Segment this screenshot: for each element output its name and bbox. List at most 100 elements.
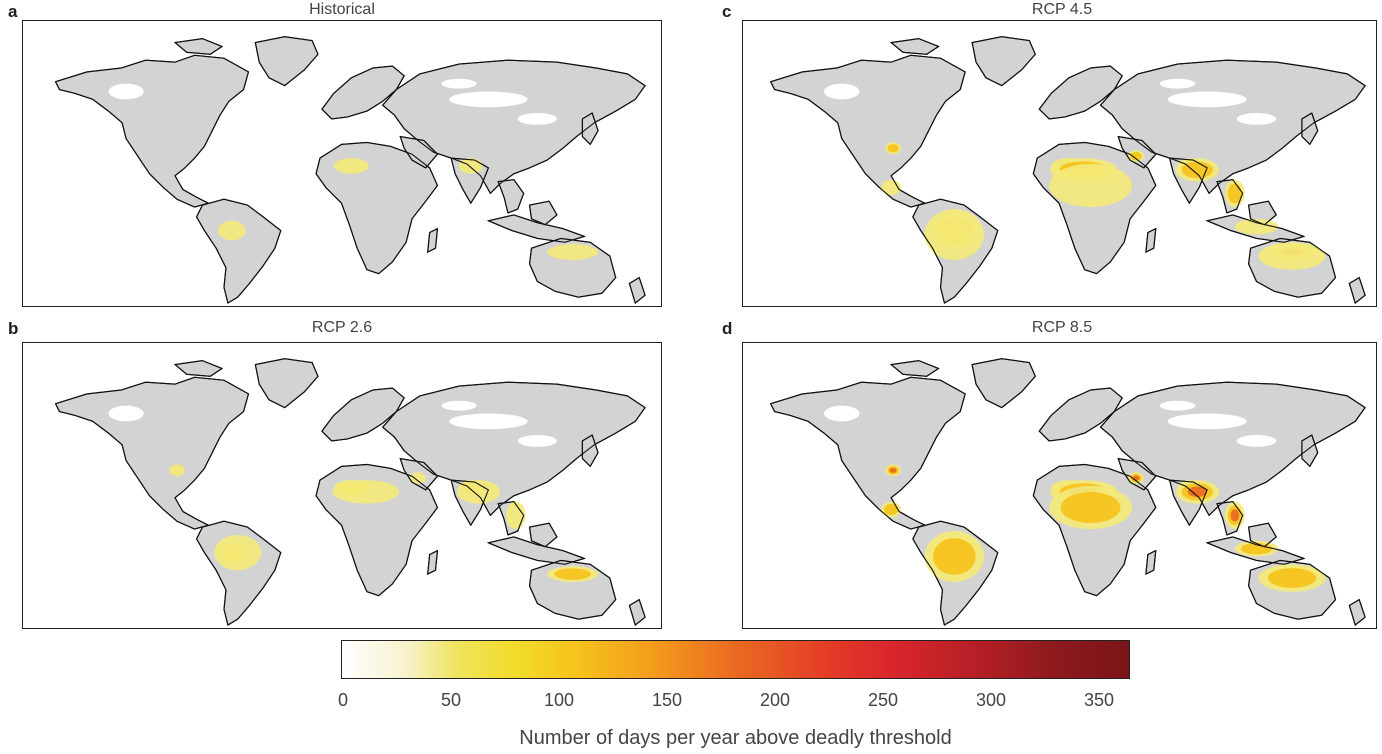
cool-area (1167, 91, 1247, 108)
coastline (450, 479, 490, 527)
cool-area (1236, 113, 1277, 125)
cool-area (823, 83, 860, 100)
coastline (1301, 112, 1319, 146)
coastline (912, 198, 999, 304)
map-historical (22, 20, 662, 307)
continent-north-america (770, 54, 966, 208)
map-rcp45 (742, 20, 1377, 307)
panel-title-b: RCP 2.6 (311, 319, 373, 336)
continent-arctic-islands (174, 38, 223, 55)
coastline (486, 536, 587, 565)
coastline (1205, 536, 1306, 565)
heat-hotspot (218, 220, 246, 241)
coastline (254, 358, 319, 409)
coastline (628, 276, 646, 304)
colorbar-tick-200: 200 (759, 690, 791, 710)
coastline (1145, 227, 1157, 254)
coastline (195, 520, 282, 626)
colorbar-tick-250: 250 (867, 690, 899, 710)
coastline (1168, 157, 1208, 205)
coastline (381, 59, 646, 195)
heat-hotspot (889, 467, 897, 473)
coastline (581, 434, 599, 468)
coastline (971, 358, 1036, 409)
coastline (497, 179, 525, 214)
panel-title-a: Historical (309, 1, 375, 18)
coastline (769, 376, 966, 530)
cool-area (449, 413, 528, 430)
coastline (1117, 135, 1157, 169)
cool-area (517, 113, 557, 125)
heat-hotspot (547, 244, 599, 260)
coastline (1348, 598, 1366, 626)
coastline (528, 237, 617, 298)
colorbar-tick-300: 300 (975, 690, 1007, 710)
coastline (1168, 479, 1208, 527)
panel-letter-a: a (8, 2, 18, 21)
panel-title-c: RCP 4.5 (1031, 1, 1093, 18)
coastline (1032, 463, 1157, 597)
heat-hotspot (459, 158, 483, 174)
coastline (628, 598, 646, 626)
heat-hotspot (887, 144, 899, 153)
coastline (1032, 141, 1157, 275)
coastline (315, 141, 439, 275)
world-map-historical (54, 36, 646, 304)
cool-area (1159, 78, 1196, 89)
coastline (528, 200, 558, 226)
heat-hotspot (1267, 568, 1317, 588)
heat-hotspot (214, 534, 262, 571)
continent-north-america (54, 376, 250, 530)
coastline (1099, 59, 1366, 195)
coastline (321, 387, 405, 442)
coastline (399, 457, 439, 491)
heat-hotspot (332, 480, 400, 504)
heat-hotspot (333, 158, 369, 174)
coastline (1247, 522, 1277, 548)
heat-hotspot (410, 472, 426, 485)
coastline (1248, 237, 1337, 298)
colorbar (341, 640, 1130, 679)
coastline (321, 65, 405, 120)
world-map-rcp26 (54, 358, 646, 626)
cool-area (1236, 435, 1277, 447)
coastline (195, 198, 282, 304)
coastline (889, 38, 940, 55)
coastline (427, 549, 439, 576)
cool-area (449, 91, 528, 108)
colorbar-label: Number of days per year above deadly thr… (519, 727, 952, 749)
heat-hotspot (884, 503, 899, 516)
cool-area (441, 78, 477, 89)
colorbar-tick-50: 50 (440, 690, 462, 710)
heat-hotspot (932, 538, 976, 575)
coastline (1301, 434, 1319, 468)
coastline (381, 381, 646, 517)
coastline (173, 360, 224, 377)
world-map-rcp85 (769, 358, 1366, 626)
coastline (497, 501, 525, 536)
coastline (450, 157, 490, 205)
coastline (486, 214, 587, 243)
continent-se-asia (497, 179, 525, 214)
heat-hotspot (1227, 183, 1242, 204)
continent-greenland (971, 36, 1036, 87)
coastline (1205, 214, 1306, 243)
panel-title-d: RCP 8.5 (1031, 319, 1093, 336)
panel-letter-c: c (722, 2, 732, 21)
cool-area (1159, 400, 1196, 411)
colorbar-tick-150: 150 (651, 690, 683, 710)
cool-area (441, 400, 477, 411)
continent-arctic-islands (890, 38, 940, 55)
heat-hotspot (169, 464, 185, 477)
continent-north-america (770, 376, 966, 530)
panel-letter-b: b (8, 319, 19, 338)
continent-arctic-islands (890, 360, 940, 377)
heat-hotspot (506, 501, 526, 530)
heat-hotspot (1181, 161, 1213, 179)
coastline (315, 463, 439, 597)
coastline (54, 376, 250, 530)
heat-hotspot (1132, 475, 1140, 481)
coastline (1248, 559, 1337, 620)
cool-area (517, 435, 557, 447)
coastline (254, 36, 319, 87)
